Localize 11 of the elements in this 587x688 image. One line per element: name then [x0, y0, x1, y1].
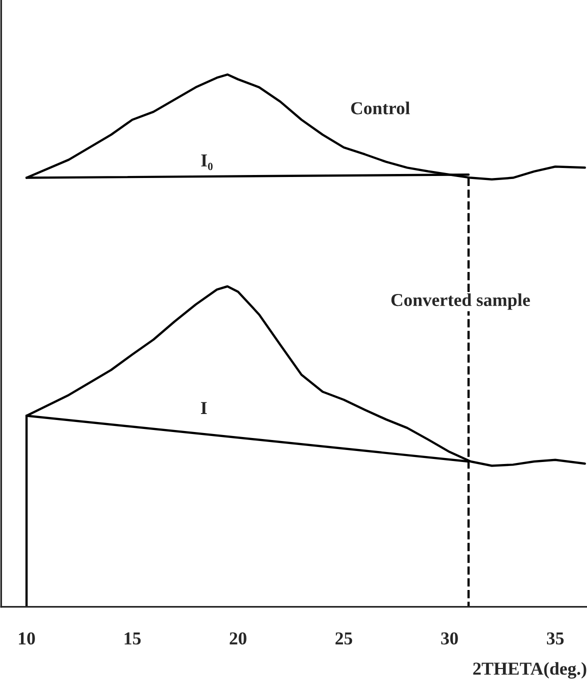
annotation: I₀	[201, 154, 213, 170]
x-tick-label: 10	[18, 632, 35, 645]
x-tick-label: 20	[230, 632, 246, 645]
annotation: I	[200, 402, 207, 414]
x-tick-label: 25	[336, 632, 352, 645]
x-tick-label: 35	[546, 632, 564, 645]
x-tick-label: 15	[124, 632, 141, 645]
x-tick-label: 30	[441, 632, 458, 645]
annotation: Converted sample	[391, 293, 530, 310]
annotation: Control	[351, 102, 410, 114]
x-axis-title: 2THETA(deg.)	[473, 662, 586, 679]
